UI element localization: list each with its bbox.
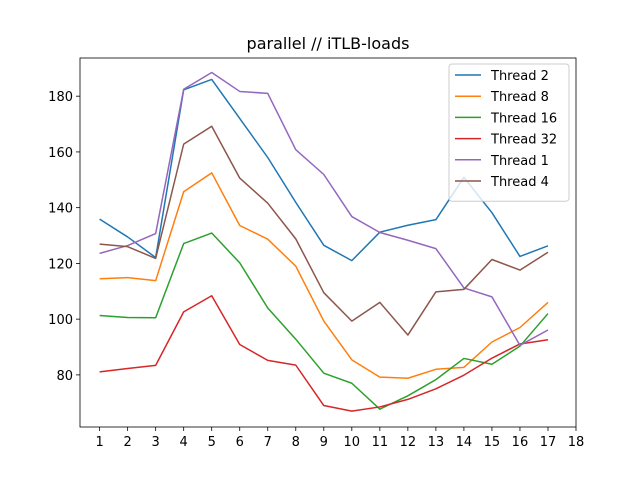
series-line-6 [99,125,549,336]
x-tick-label: 3 [152,435,160,450]
x-tick-label: 8 [292,435,300,450]
x-tick-label: 11 [372,435,389,450]
series-line-4 [99,294,549,412]
legend-label-6: Thread 4 [490,175,549,190]
legend-label-5: Thread 1 [490,154,549,169]
series-line-3 [99,232,549,410]
x-tick-label: 10 [344,435,361,450]
axes-frame [79,57,577,428]
x-tick-label: 6 [236,435,244,450]
x-tick-label: 12 [400,435,417,450]
x-tick-label: 4 [180,435,188,450]
x-tick-label: 1 [95,435,103,450]
x-tick-label: 9 [320,435,328,450]
legend-label-2: Thread 8 [490,90,549,105]
x-tick-label: 15 [484,435,501,450]
x-tick-label: 16 [512,435,529,450]
x-tick-label: 2 [123,435,131,450]
y-tick-label: 120 [48,257,73,272]
x-tick-label: 5 [208,435,216,450]
x-tick-label: 17 [540,435,557,450]
legend-label-1: Thread 2 [490,69,549,84]
y-tick-label: 100 [48,313,73,328]
series-layer [99,71,549,412]
legend-label-4: Thread 32 [490,133,557,148]
y-tick-label: 140 [48,202,73,217]
series-line-5 [99,71,549,347]
y-tick-label: 160 [48,146,73,161]
legend: Thread 2 Thread 8 Thread 16 Thread 32 Thread… [448,63,570,202]
y-tick-label: 180 [48,90,73,105]
x-tick-label: 18 [568,435,585,450]
legend-label-3: Thread 16 [490,111,557,126]
series-line-2 [99,172,549,379]
x-tick-label: 13 [428,435,445,450]
x-tick-label: 7 [264,435,272,450]
legend-box [448,63,570,202]
y-tick-label: 80 [56,369,73,384]
axes-layer: 1 2 3 4 5 6 7 8 9 10 11 12 13 14 15 16 17 188010012014016… [48,57,585,450]
chart-title: parallel // iTLB-loads [247,34,410,53]
x-tick-label: 14 [456,435,473,450]
